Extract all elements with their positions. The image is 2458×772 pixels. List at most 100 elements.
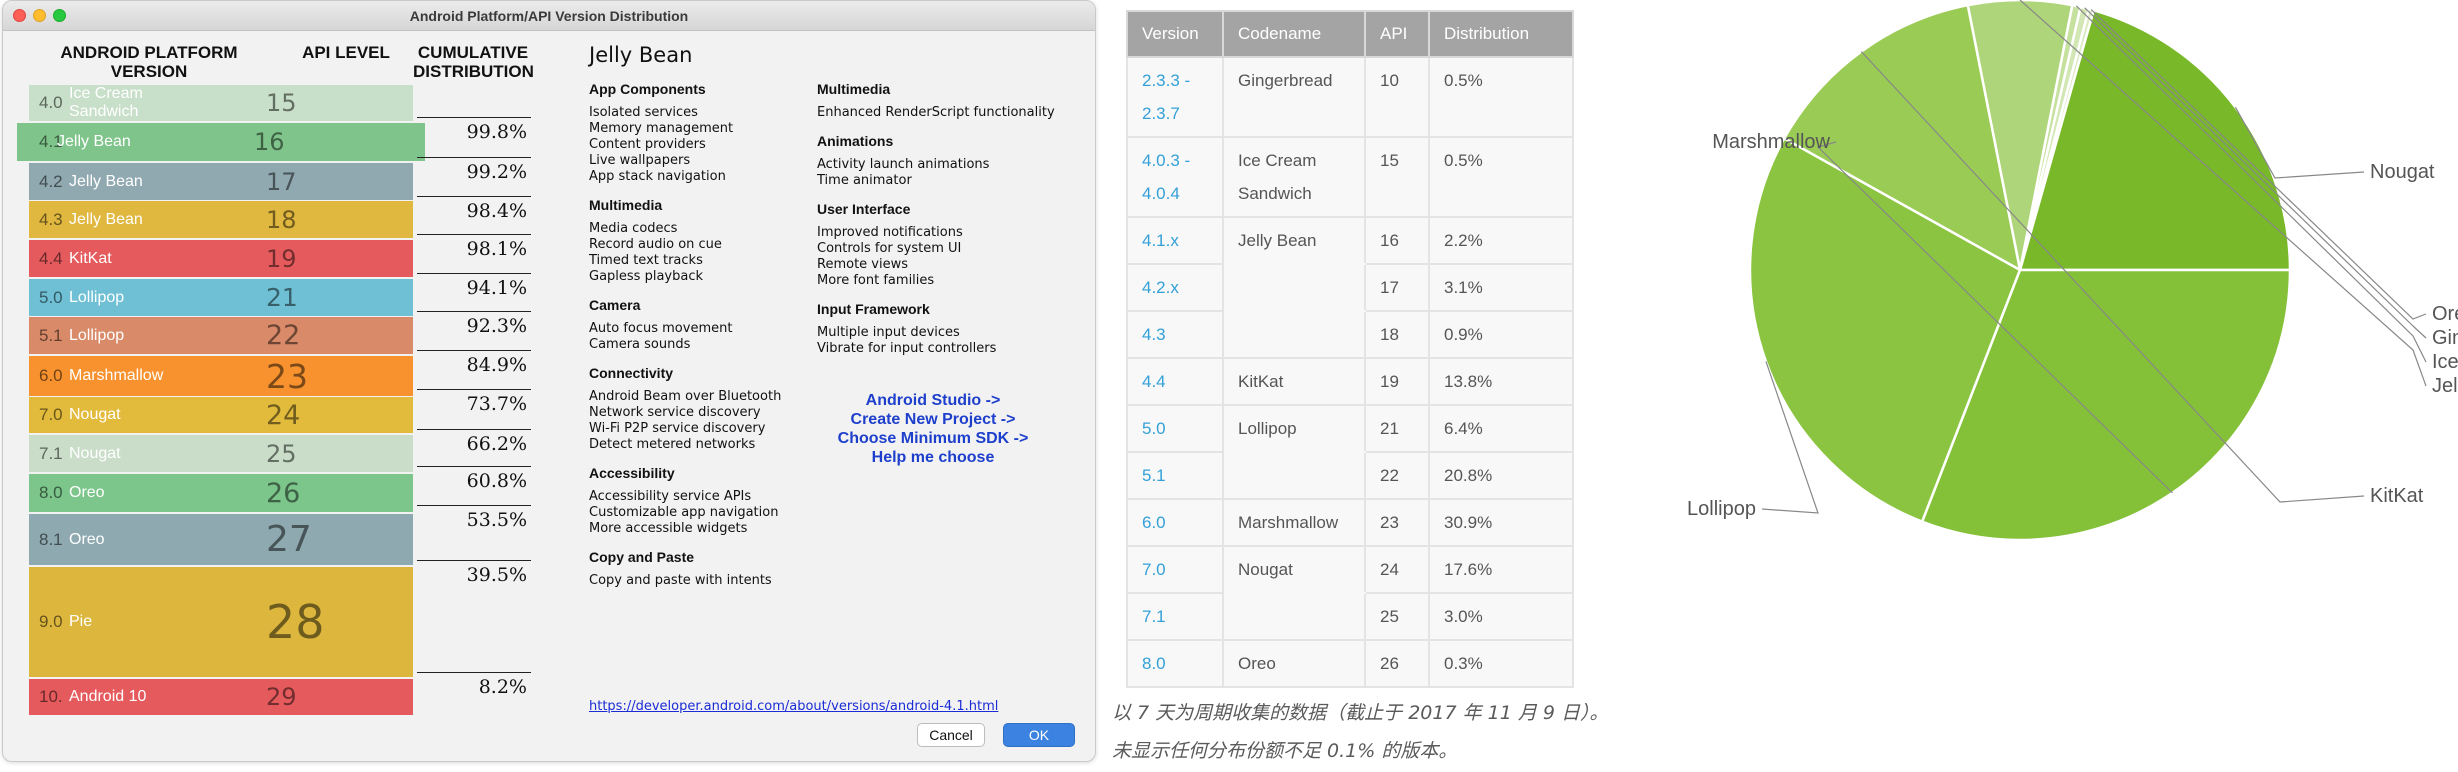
- cumulative-distribution-header: CUMULATIVE DISTRIBUTION: [413, 43, 534, 81]
- api-level: 23: [266, 356, 308, 396]
- version-codename: Lollipop: [69, 326, 125, 344]
- table-row: 7.1 25 3.0%: [1126, 592, 1574, 641]
- api-level: 22: [266, 320, 301, 351]
- maximize-window-button[interactable]: [53, 9, 66, 22]
- version-row[interactable]: 5.0 Lollipop 21: [29, 279, 413, 316]
- feature-list: Media codecs Record audio on cue Timed tex…: [589, 221, 722, 285]
- pie-label: Ice Cream Sandwich: [2432, 351, 2458, 373]
- version-row[interactable]: 4.4 KitKat 19: [29, 240, 413, 277]
- cumulative-value: 8.2%: [478, 676, 527, 698]
- close-window-button[interactable]: [13, 9, 26, 22]
- cumulative-divider: [417, 350, 531, 351]
- cumulative-value: 92.3%: [466, 315, 527, 337]
- version-row[interactable]: 7.0 Nougat 24: [29, 397, 413, 433]
- table-row: 4.4 KitKat 19 13.8%: [1126, 357, 1574, 406]
- distribution-column-header: Distribution: [1428, 10, 1574, 58]
- android-studio-hint: Android Studio -> Create New Project -> Ch…: [833, 391, 1033, 467]
- version-number: 5.1: [39, 325, 63, 345]
- cumulative-divider: [417, 672, 531, 673]
- pie-slice-nougat: [2018, 8, 2292, 272]
- version-number: 5.0: [39, 287, 63, 307]
- version-number: 7.1: [39, 443, 63, 463]
- pie-leader-line: [1761, 361, 1819, 514]
- codename-cell: Lollipop: [1222, 404, 1366, 453]
- feature-item: Content providers: [589, 137, 706, 152]
- table-row: 5.0 Lollipop 21 6.4%: [1126, 404, 1574, 453]
- version-cell[interactable]: 4.4: [1126, 357, 1224, 406]
- distribution-cell: 17.6%: [1428, 545, 1574, 594]
- pie-leader-line: [2084, 7, 2427, 339]
- version-cell[interactable]: 6.0: [1126, 498, 1224, 547]
- version-row[interactable]: 6.0 Marshmallow 23: [29, 356, 413, 396]
- feature-item: Improved notifications: [817, 225, 963, 240]
- version-number: 6.0: [39, 366, 63, 385]
- version-row[interactable]: 5.1 Lollipop 22: [29, 317, 413, 354]
- api-level: 21: [266, 283, 298, 312]
- api-cell: 15: [1364, 136, 1430, 218]
- pie-leader-line: [2019, 0, 2427, 387]
- version-cell[interactable]: 7.1: [1126, 592, 1224, 641]
- table-caption: 以 7 天为周期收集的数据（截止于 2017 年 11 月 9 日）。 未显示任…: [1112, 694, 1609, 770]
- version-number: 4.0: [39, 93, 63, 112]
- version-codename: Pie: [69, 613, 93, 630]
- pie-label: Lollipop: [1687, 498, 1756, 520]
- version-row[interactable]: 9.0 Pie 28: [29, 567, 413, 677]
- version-cell[interactable]: 5.0: [1126, 404, 1224, 453]
- version-row[interactable]: 4.3 Jelly Bean 18: [29, 201, 413, 238]
- studio-hint-line: Create New Project ->: [850, 411, 1016, 428]
- feature-item: Media codecs: [589, 221, 678, 236]
- table-row: 4.2.x 17 3.1%: [1126, 263, 1574, 312]
- api-level: 26: [266, 477, 301, 509]
- cumulative-value: 60.8%: [466, 470, 527, 492]
- version-cell[interactable]: 8.0: [1126, 639, 1224, 688]
- table-header-row: Version Codename API Distribution: [1126, 10, 1574, 58]
- version-row[interactable]: 7.1 Nougat 25: [29, 435, 413, 472]
- version-row[interactable]: 8.0 Oreo 26: [29, 474, 413, 512]
- api-level: 15: [266, 89, 297, 117]
- version-cell[interactable]: 4.0.3 -4.0.4: [1126, 136, 1224, 218]
- version-cell[interactable]: 7.0: [1126, 545, 1224, 594]
- version-number: 4.4: [39, 248, 63, 268]
- api-level: 19: [266, 244, 297, 273]
- codename-cell: Marshmallow: [1222, 498, 1366, 547]
- version-cell[interactable]: 4.3: [1126, 310, 1224, 359]
- feature-item: More accessible widgets: [589, 521, 748, 536]
- cumulative-value: 98.1%: [466, 238, 527, 260]
- table-row: 8.0 Oreo 26 0.3%: [1126, 639, 1574, 688]
- version-row[interactable]: 10. Android 10 29: [29, 679, 413, 715]
- version-row[interactable]: 8.1 Oreo 27: [29, 514, 413, 565]
- version-cell[interactable]: 4.2.x: [1126, 263, 1224, 312]
- documentation-link[interactable]: https://developer.android.com/about/vers…: [589, 699, 999, 714]
- version-row[interactable]: 4.1 Jelly Bean 16: [17, 123, 425, 161]
- api-cell: 18: [1364, 310, 1430, 359]
- version-number: 4.3: [39, 209, 63, 229]
- feature-item: Wi-Fi P2P service discovery: [589, 421, 766, 436]
- version-cell[interactable]: 2.3.3 -2.3.7: [1126, 56, 1224, 138]
- api-level: 27: [266, 519, 312, 560]
- cancel-button[interactable]: Cancel: [917, 723, 985, 747]
- version-codename: Lollipop: [69, 288, 125, 306]
- minimize-window-button[interactable]: [33, 9, 46, 22]
- feature-item: Network service discovery: [589, 405, 761, 420]
- version-cell[interactable]: 4.1.x: [1126, 216, 1224, 265]
- api-cell: 25: [1364, 592, 1430, 641]
- version-cell[interactable]: 5.1: [1126, 451, 1224, 500]
- version-codename: Jelly Bean: [57, 133, 131, 150]
- codename-cell: Ice Cream Sandwich: [1222, 136, 1366, 218]
- cumulative-divider: [417, 505, 531, 506]
- ok-button[interactable]: OK: [1003, 723, 1075, 747]
- pie-leader-line: [1816, 141, 2173, 494]
- table-row: 2.3.3 -2.3.7 Gingerbread 10 0.5%: [1126, 56, 1574, 138]
- feature-section-heading: Accessibility: [589, 465, 675, 481]
- version-row[interactable]: 4.0 Ice Cream Sandwich 15: [29, 85, 413, 121]
- cumulative-divider: [417, 389, 531, 390]
- api-level: 24: [266, 399, 301, 431]
- pie-slice-lollipop: [1748, 136, 2022, 524]
- pie-label: Gingerbread: [2432, 327, 2458, 349]
- version-codename: Jelly Bean: [69, 210, 143, 228]
- version-row[interactable]: 4.2 Jelly Bean 17: [29, 163, 413, 200]
- api-cell: 17: [1364, 263, 1430, 312]
- feature-section-heading: Input Framework: [817, 301, 930, 317]
- api-cell: 19: [1364, 357, 1430, 406]
- feature-section-heading: Multimedia: [817, 81, 891, 97]
